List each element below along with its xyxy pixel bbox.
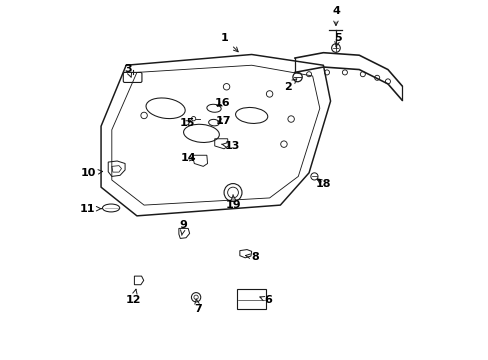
Text: 11: 11: [80, 204, 101, 214]
Text: 16: 16: [215, 98, 230, 108]
Text: 3: 3: [124, 64, 131, 77]
Text: 14: 14: [181, 153, 196, 163]
Text: 18: 18: [315, 179, 330, 189]
Text: 13: 13: [221, 141, 239, 151]
Text: 9: 9: [179, 220, 187, 235]
Text: 1: 1: [221, 33, 238, 52]
Text: 10: 10: [81, 168, 102, 178]
Text: 5: 5: [333, 33, 341, 46]
Text: 15: 15: [179, 118, 194, 128]
Text: 7: 7: [194, 298, 202, 314]
Text: 6: 6: [259, 295, 271, 305]
Text: 12: 12: [125, 289, 141, 305]
Text: 19: 19: [225, 194, 241, 210]
Text: 2: 2: [283, 79, 296, 92]
Text: 17: 17: [215, 116, 230, 126]
Text: 4: 4: [331, 6, 339, 26]
Text: 8: 8: [245, 252, 259, 262]
